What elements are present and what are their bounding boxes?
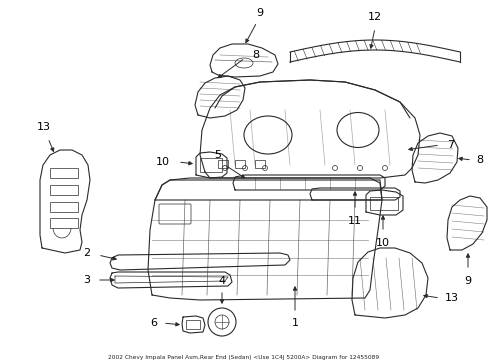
Text: 6: 6 [150, 318, 157, 328]
Text: 8: 8 [251, 50, 259, 60]
Bar [50, 168, 78, 178]
Bar [200, 158, 222, 172]
Text: 7: 7 [446, 140, 453, 150]
Text: 9: 9 [464, 276, 470, 286]
Text: 4: 4 [218, 276, 225, 286]
Text: 11: 11 [347, 216, 361, 226]
Text: 5: 5 [214, 150, 221, 160]
Bar [254, 160, 264, 168]
Text: 3: 3 [83, 275, 90, 285]
Bar [218, 160, 227, 168]
Text: 10: 10 [156, 157, 170, 167]
Bar [50, 218, 78, 228]
Text: 1: 1 [291, 318, 298, 328]
Text: 2002 Chevy Impala Panel Asm,Rear End (Sedan) <Use 1C4J 5200A> Diagram for 124550: 2002 Chevy Impala Panel Asm,Rear End (Se… [108, 355, 379, 360]
Bar [369, 197, 397, 210]
Bar [50, 185, 78, 195]
Text: 12: 12 [367, 12, 381, 22]
Bar [50, 202, 78, 212]
Text: 13: 13 [37, 122, 51, 132]
Bar [235, 160, 244, 168]
Text: 13: 13 [444, 293, 458, 303]
Text: 2: 2 [82, 248, 90, 258]
Text: 8: 8 [475, 155, 482, 165]
Bar [185, 320, 200, 329]
Text: 10: 10 [375, 238, 389, 248]
Text: 9: 9 [256, 8, 263, 18]
